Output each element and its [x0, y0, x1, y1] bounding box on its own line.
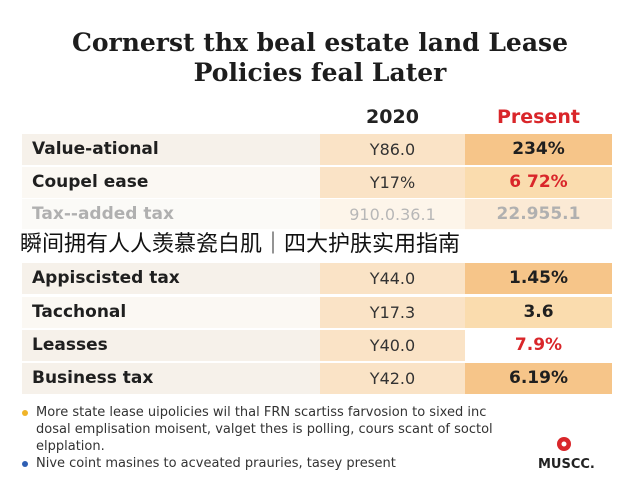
table-row: Value-ational Y86.0 234%: [22, 134, 612, 165]
cell: 22.955.1: [465, 199, 612, 230]
table-row: Tacchonal Y17.3 3.6: [22, 297, 612, 328]
cell: 1.45%: [465, 263, 612, 294]
cell: Tax--added tax: [32, 204, 174, 224]
cell: Y86.0: [320, 134, 465, 165]
cell: 3.6: [465, 297, 612, 328]
title-line: Policies feal Later: [193, 58, 447, 87]
title-line: Cornerst thx beal estate land Lease: [71, 28, 569, 57]
table-row: Coupel ease Y17% 6 72%: [22, 167, 612, 198]
table-row: Leasses Y40.0 7.9%: [22, 330, 612, 361]
cell: Tacchonal: [32, 302, 127, 322]
table-row: Appiscisted tax Y44.0 1.45%: [22, 263, 612, 294]
cell: 234%: [465, 134, 612, 165]
cell: Y40.0: [320, 330, 465, 361]
note: Nive coint masines to acveated prauries,…: [36, 456, 396, 471]
table-row: Business tax Y42.0 6.19%: [22, 363, 612, 394]
cell: Leasses: [32, 335, 108, 355]
cell: Y17.3: [320, 297, 465, 328]
note: More state lease uipolicies wil thal FRN…: [36, 405, 493, 454]
bullet: [22, 461, 28, 467]
cell: Y44.0: [320, 263, 465, 294]
logo-icon: [557, 437, 571, 451]
column-header: Present: [497, 106, 580, 128]
column-header: 2020: [366, 106, 419, 128]
cell: Y42.0: [320, 363, 465, 394]
cell: 6 72%: [465, 167, 612, 198]
cell: 6.19%: [465, 363, 612, 394]
table-row: Tax--added tax 910.0.36.1 22.955.1: [22, 199, 612, 230]
cell: 7.9%: [465, 330, 612, 361]
cell: Business tax: [32, 368, 154, 388]
overlay-caption: 瞬间拥有人人羡慕瓷白肌｜四大护肤实用指南: [0, 229, 640, 261]
cell: Coupel ease: [32, 172, 149, 192]
cell: Appiscisted tax: [32, 268, 180, 288]
cell: 910.0.36.1: [320, 199, 465, 230]
logo: MUSCC.: [538, 457, 595, 472]
bullet: [22, 410, 28, 416]
cell: Value-ational: [32, 139, 159, 159]
cell: Y17%: [320, 167, 465, 198]
